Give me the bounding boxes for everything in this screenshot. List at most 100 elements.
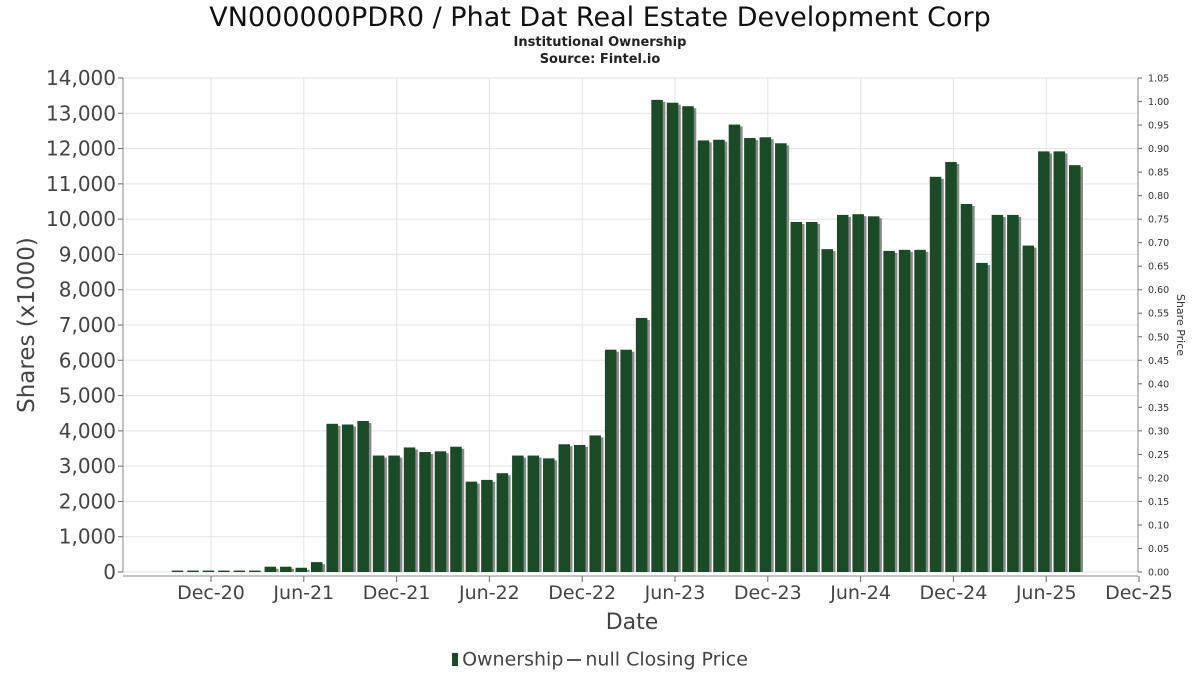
ownership-bar bbox=[1022, 245, 1035, 572]
y-tick-label: 3,000 bbox=[59, 454, 116, 478]
y2-tick-label: 0.50 bbox=[1148, 332, 1169, 343]
y-tick-label: 9,000 bbox=[59, 242, 116, 266]
y-tick-label: 10,000 bbox=[46, 207, 116, 231]
ownership-legend-swatch bbox=[452, 653, 459, 666]
y2-tick-label: 0.65 bbox=[1148, 262, 1169, 273]
y-tick-label: 4,000 bbox=[59, 419, 116, 443]
y2-tick-label: 0.90 bbox=[1148, 144, 1169, 155]
ownership-bar bbox=[249, 570, 261, 572]
ownership-bar bbox=[852, 214, 864, 572]
ownership-bar bbox=[341, 424, 354, 572]
ownership-bar bbox=[991, 214, 1004, 572]
y2-tick-label: 0.35 bbox=[1148, 403, 1169, 414]
ownership-bar bbox=[434, 451, 447, 572]
y2-tick-label: 0.60 bbox=[1148, 285, 1169, 296]
axes bbox=[118, 77, 1142, 582]
y2-tick-label: 0.95 bbox=[1148, 121, 1169, 132]
y2-tick-label: 0.00 bbox=[1148, 568, 1169, 579]
legend-ownership: Ownership bbox=[462, 648, 564, 671]
ownership-bar bbox=[960, 203, 973, 572]
y-tick-labels: 0 1,000 2,000 3,000 4,000 5,000 6,000 7,000 8,00… bbox=[46, 66, 116, 584]
ownership-bar bbox=[202, 570, 215, 572]
y2-axis-label: Share Price bbox=[1174, 294, 1187, 356]
ownership-bar bbox=[573, 444, 586, 572]
ownership-bar bbox=[295, 567, 308, 572]
y-tick-label: 2,000 bbox=[59, 489, 116, 513]
x-tick-label: Jun-25 bbox=[1015, 582, 1077, 604]
ownership-bar bbox=[744, 137, 756, 572]
ownership-bar bbox=[218, 570, 230, 572]
y-tick-label: 0 bbox=[103, 560, 116, 584]
x-tick-labels: Dec-20 Jun-21 Dec-21 Jun-22 Dec-22 Jun-23 Dec-… bbox=[177, 582, 1173, 604]
y2-tick-label: 0.15 bbox=[1148, 497, 1169, 508]
ownership-bar bbox=[790, 221, 803, 573]
y-tick-label: 6,000 bbox=[59, 348, 116, 372]
ownership-bar bbox=[713, 139, 725, 572]
ownership-bar bbox=[465, 481, 478, 572]
x-tick-label: Dec-20 bbox=[177, 582, 245, 604]
ownership-bar bbox=[976, 262, 988, 572]
closing-price-legend-line bbox=[567, 658, 582, 661]
x-tick-label: Jun-24 bbox=[829, 582, 891, 604]
ownership-bar bbox=[775, 143, 787, 572]
ownership-bar bbox=[883, 250, 895, 572]
ownership-bar bbox=[1007, 214, 1019, 572]
y2-tick-label: 1.05 bbox=[1148, 74, 1169, 85]
x-tick-label: Jun-21 bbox=[272, 582, 334, 604]
y2-tick-label: 0.10 bbox=[1148, 520, 1169, 531]
ownership-bar bbox=[558, 444, 570, 572]
x-tick-label: Dec-23 bbox=[734, 582, 802, 604]
y2-tick-label: 0.20 bbox=[1148, 473, 1169, 484]
ownership-bar bbox=[512, 455, 524, 572]
ownership-bar bbox=[1069, 165, 1081, 573]
y2-tick-label: 0.30 bbox=[1148, 426, 1169, 437]
y2-tick-label: 0.75 bbox=[1148, 215, 1169, 226]
ownership-bar bbox=[171, 570, 184, 572]
x-tick-label: Dec-24 bbox=[919, 582, 987, 604]
ownership-bar bbox=[728, 124, 741, 572]
ownership-bar bbox=[187, 570, 199, 572]
ownership-bar bbox=[1053, 151, 1066, 572]
y2-tick-label: 0.05 bbox=[1148, 544, 1169, 555]
y2-tick-label: 0.25 bbox=[1148, 450, 1169, 461]
y2-tick-label: 0.80 bbox=[1148, 191, 1169, 202]
y2-tick-labels: 0.00 0.05 0.10 0.15 0.20 0.25 0.30 0.35 0.40 0.45… bbox=[1148, 74, 1169, 579]
ownership-bar bbox=[806, 221, 818, 573]
y-tick-label: 8,000 bbox=[59, 278, 116, 302]
y2-tick-label: 0.45 bbox=[1148, 356, 1169, 367]
y-axis-label: Shares (x1000) bbox=[14, 237, 40, 413]
ownership-bar bbox=[543, 458, 555, 572]
ownership-bar bbox=[481, 479, 493, 572]
ownership-bar bbox=[310, 562, 323, 572]
ownership-bar bbox=[233, 570, 246, 572]
ownership-bar bbox=[604, 349, 617, 572]
ownership-bar bbox=[898, 249, 911, 572]
chart-source: Source: Fintel.io bbox=[539, 52, 661, 67]
legend-closing-price: null Closing Price bbox=[585, 648, 748, 671]
y2-tick-label: 0.55 bbox=[1148, 309, 1169, 320]
ownership-bar bbox=[326, 423, 338, 572]
y2-tick-label: 0.85 bbox=[1148, 168, 1169, 179]
ownership-bar bbox=[914, 249, 926, 572]
y-tick-label: 1,000 bbox=[59, 525, 116, 549]
ownership-bar bbox=[450, 446, 462, 572]
ownership-bar bbox=[357, 420, 369, 572]
ownership-bar bbox=[1038, 151, 1050, 572]
y-tick-label: 7,000 bbox=[59, 313, 116, 337]
y-tick-label: 14,000 bbox=[46, 66, 116, 90]
ownership-bar bbox=[388, 455, 400, 572]
ownership-bar bbox=[867, 216, 880, 572]
x-tick-label: Jun-23 bbox=[644, 582, 706, 604]
chart-title: VN000000PDR0 / Phat Dat Real Estate Deve… bbox=[209, 2, 991, 33]
ownership-bar bbox=[527, 455, 540, 572]
ownership-bar bbox=[589, 435, 601, 572]
ownership-bar bbox=[759, 137, 772, 572]
legend: Ownership null Closing Price bbox=[0, 648, 1200, 671]
ownership-bar bbox=[620, 349, 632, 572]
ownership-bar bbox=[836, 214, 849, 572]
ownership-bar bbox=[635, 317, 648, 572]
y-tick-label: 5,000 bbox=[59, 384, 116, 408]
y2-tick-label: 0.70 bbox=[1148, 238, 1169, 249]
x-tick-label: Dec-25 bbox=[1105, 582, 1173, 604]
